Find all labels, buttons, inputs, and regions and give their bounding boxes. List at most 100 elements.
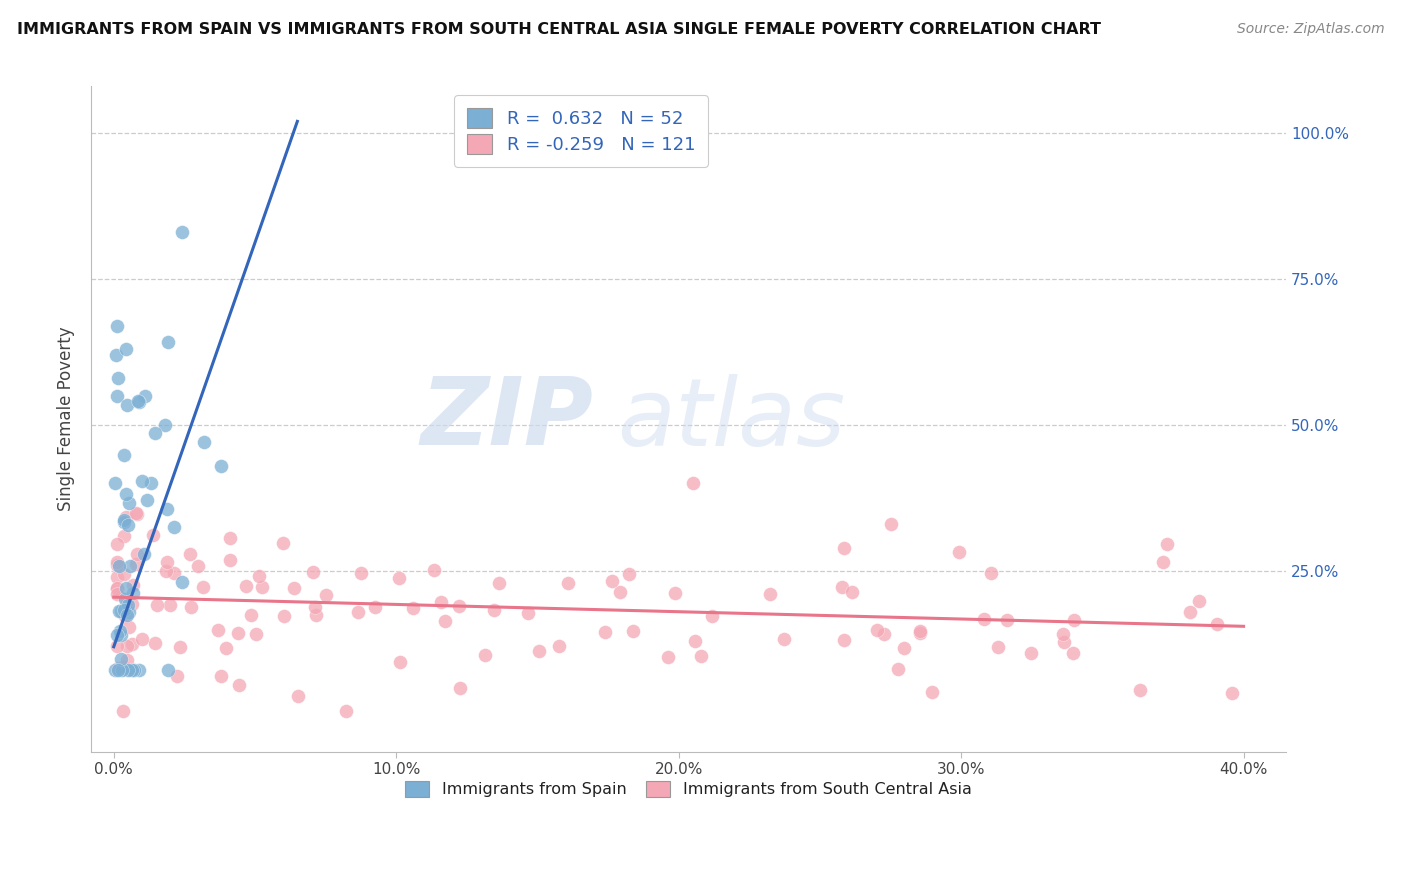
Legend: Immigrants from Spain, Immigrants from South Central Asia: Immigrants from Spain, Immigrants from S… xyxy=(399,774,979,804)
Point xyxy=(484,603,506,617)
Point xyxy=(879,517,901,532)
Point xyxy=(402,601,425,615)
Point xyxy=(105,318,128,333)
Point xyxy=(105,582,128,596)
Point xyxy=(389,655,412,669)
Point xyxy=(146,599,169,613)
Point xyxy=(115,640,138,654)
Point xyxy=(125,507,148,521)
Point xyxy=(283,582,305,596)
Point xyxy=(247,568,270,582)
Point xyxy=(117,598,139,612)
Point xyxy=(180,599,202,614)
Point xyxy=(159,599,181,613)
Point xyxy=(1053,635,1076,649)
Point xyxy=(557,575,579,590)
Point xyxy=(908,626,931,640)
Point xyxy=(135,492,157,507)
Point xyxy=(128,395,150,409)
Point xyxy=(474,648,496,662)
Point xyxy=(302,565,325,579)
Point xyxy=(1129,683,1152,698)
Point xyxy=(111,660,134,674)
Point xyxy=(131,475,153,489)
Point xyxy=(831,580,853,594)
Point xyxy=(529,643,551,657)
Point xyxy=(1220,686,1243,700)
Point xyxy=(893,640,915,655)
Point xyxy=(987,640,1010,655)
Point xyxy=(215,641,238,656)
Point xyxy=(219,531,242,545)
Point xyxy=(122,585,145,599)
Text: IMMIGRANTS FROM SPAIN VS IMMIGRANTS FROM SOUTH CENTRAL ASIA SINGLE FEMALE POVERT: IMMIGRANTS FROM SPAIN VS IMMIGRANTS FROM… xyxy=(17,22,1101,37)
Y-axis label: Single Female Poverty: Single Female Poverty xyxy=(58,326,75,511)
Point xyxy=(921,685,943,699)
Point xyxy=(305,607,328,622)
Text: Source: ZipAtlas.com: Source: ZipAtlas.com xyxy=(1237,22,1385,37)
Point xyxy=(105,389,128,403)
Point xyxy=(110,627,132,641)
Point xyxy=(108,624,131,638)
Point xyxy=(143,425,166,440)
Point xyxy=(111,663,134,677)
Point xyxy=(430,595,453,609)
Point xyxy=(153,417,176,432)
Point xyxy=(832,633,855,648)
Point xyxy=(121,597,143,611)
Point xyxy=(664,585,686,599)
Point xyxy=(595,624,617,639)
Point xyxy=(134,389,156,403)
Point xyxy=(114,592,136,607)
Point xyxy=(105,348,128,362)
Point xyxy=(112,566,135,581)
Point xyxy=(105,555,128,569)
Point xyxy=(156,502,179,516)
Point xyxy=(250,580,273,594)
Point xyxy=(143,636,166,650)
Point xyxy=(142,528,165,542)
Point xyxy=(117,518,139,533)
Point xyxy=(700,608,723,623)
Point xyxy=(304,599,326,614)
Point xyxy=(127,394,149,409)
Point xyxy=(104,663,127,677)
Point xyxy=(866,623,889,637)
Point xyxy=(115,653,138,667)
Point xyxy=(117,608,139,623)
Point xyxy=(617,567,640,582)
Point xyxy=(219,553,242,567)
Point xyxy=(107,661,129,675)
Point xyxy=(124,663,146,677)
Point xyxy=(117,398,139,412)
Point xyxy=(110,604,132,618)
Point xyxy=(166,669,188,683)
Point xyxy=(157,663,180,677)
Point xyxy=(363,600,385,615)
Point xyxy=(112,448,135,462)
Point xyxy=(127,547,149,561)
Point xyxy=(449,681,471,696)
Point xyxy=(118,605,141,619)
Point xyxy=(271,536,294,550)
Point xyxy=(121,663,143,677)
Point xyxy=(832,541,855,556)
Point xyxy=(1180,605,1202,619)
Point xyxy=(209,458,232,473)
Point xyxy=(980,566,1002,580)
Point xyxy=(609,585,631,599)
Point xyxy=(187,558,209,573)
Point xyxy=(287,689,309,703)
Point xyxy=(388,571,411,585)
Point xyxy=(125,506,148,520)
Point xyxy=(773,632,796,646)
Point xyxy=(105,570,128,584)
Point xyxy=(245,627,267,641)
Point xyxy=(447,599,470,614)
Point xyxy=(235,579,257,593)
Point xyxy=(170,574,193,589)
Point xyxy=(108,559,131,574)
Point xyxy=(170,225,193,239)
Point xyxy=(682,476,704,491)
Point xyxy=(105,558,128,572)
